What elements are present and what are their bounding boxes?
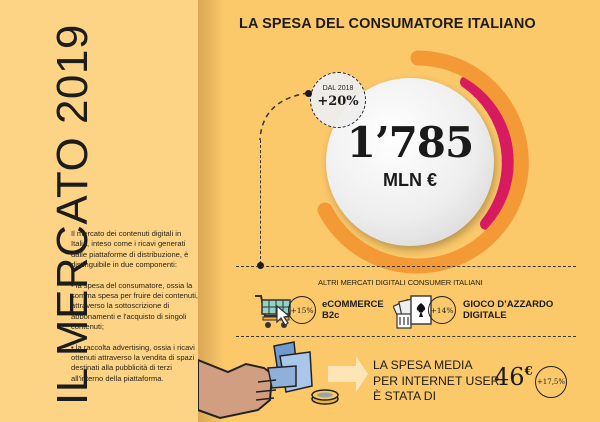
- playing-cards-icon: [393, 295, 432, 329]
- connector-dot-bottom: [257, 262, 264, 269]
- intro-bullet-advertising: • la raccolta advertising, ossia i ricav…: [71, 342, 195, 383]
- gambling-label-line1: GIOCO D’AZZARDO: [463, 299, 554, 310]
- ring-magenta: [460, 76, 514, 230]
- average-spend-growth-badge: +17,5%: [535, 366, 567, 398]
- total-value: 1’785: [346, 118, 475, 167]
- total-unit: MLN €: [383, 170, 437, 190]
- shopping-cart-icon: [255, 295, 291, 328]
- intro-bullet-consumer: • la spesa del consumatore, ossia la som…: [71, 280, 199, 332]
- average-spend-value: 46€: [494, 363, 533, 391]
- gambling-label: GIOCO D’AZZARDO DIGITALE: [463, 299, 554, 321]
- ecommerce-label-line2: B2c: [322, 309, 340, 321]
- average-spend-line3: È STATA DI: [373, 389, 436, 403]
- growth-badge-label: DAL 2018: [322, 85, 354, 92]
- connector-dot-top: [305, 90, 312, 97]
- intro-text: Il mercato dei contenuti digitali in Ita…: [71, 229, 201, 394]
- average-spend-currency: €: [524, 364, 533, 378]
- growth-badge-value: +20%: [317, 94, 359, 109]
- average-spend-number: 46: [494, 363, 525, 391]
- ecommerce-label: eCOMMERCE B2c: [322, 299, 384, 321]
- divider-top: [236, 266, 576, 267]
- average-spend-text: LA SPESA MEDIA PER INTERNET USER È STATA…: [373, 358, 499, 405]
- vertical-dashed-line: [260, 140, 261, 264]
- growth-badge: [310, 72, 366, 128]
- average-spend-line1: LA SPESA MEDIA: [373, 358, 473, 372]
- other-markets-title: ALTRI MERCATI DIGITALI CONSUMER ITALIANI: [318, 278, 483, 287]
- ecommerce-growth-badge: +15%: [288, 296, 316, 324]
- gambling-label-line2: DIGITALE: [463, 309, 507, 321]
- hand-money-icon: [198, 341, 368, 420]
- fold-shadow: [198, 0, 224, 422]
- ecommerce-label-line1: eCOMMERCE: [322, 299, 384, 310]
- ring-orange: [317, 50, 529, 274]
- gambling-growth-badge: +14%: [428, 296, 456, 324]
- page-title: LA SPESA DEL CONSUMATORE ITALIANO: [239, 16, 536, 32]
- divider-bottom: [236, 336, 576, 337]
- average-spend-line2: PER INTERNET USER: [373, 373, 500, 388]
- intro-paragraph: Il mercato dei contenuti digitali in Ita…: [71, 229, 189, 270]
- left-panel: [0, 0, 198, 422]
